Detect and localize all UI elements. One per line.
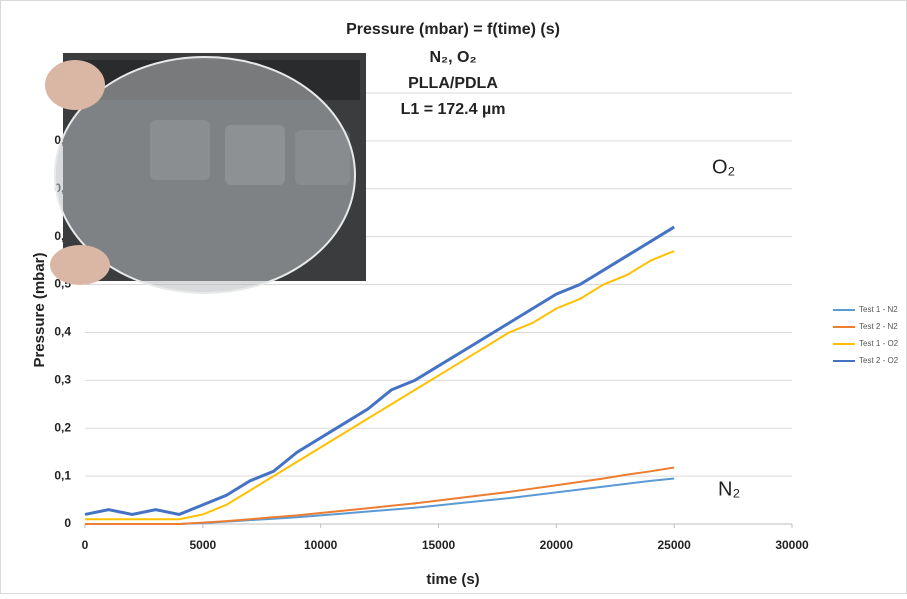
y-tick-label: 0,4 xyxy=(54,325,71,339)
x-tick-label: 0 xyxy=(82,538,89,552)
y-axis-label: Pressure (mbar) xyxy=(31,252,48,367)
y-tick-label: 0,1 xyxy=(54,468,71,482)
legend-label: Test 1 - N2 xyxy=(859,305,898,314)
series-line xyxy=(85,466,675,525)
title-line: Pressure (mbar) = f(time) (s) xyxy=(346,21,560,38)
x-tick-label: 30000 xyxy=(775,538,809,552)
photo-finger xyxy=(45,60,105,110)
photo-film xyxy=(54,56,356,294)
y-tick-label: 0,2 xyxy=(54,420,71,434)
y-tick-label: 0,3 xyxy=(54,373,71,387)
legend-label: Test 1 - O2 xyxy=(859,339,899,348)
series-line xyxy=(84,225,675,516)
x-tick-label: 20000 xyxy=(540,538,574,552)
legend-label: Test 2 - O2 xyxy=(859,356,899,365)
photo-finger xyxy=(50,245,110,285)
x-axis-label: time (s) xyxy=(426,571,479,588)
title-line: PLLA/PDLA xyxy=(408,75,498,92)
x-tick-label: 10000 xyxy=(304,538,338,552)
annotation: N₂ xyxy=(718,478,740,500)
legend-label: Test 2 - N2 xyxy=(859,322,898,331)
y-tick-label: 0 xyxy=(64,516,71,530)
series-line xyxy=(85,250,675,521)
annotation: O₂ xyxy=(712,156,735,178)
x-tick-label: 25000 xyxy=(657,538,691,552)
titles: Pressure (mbar) = f(time) (s) N₂, O₂ PLL… xyxy=(31,21,740,588)
x-tick-label: 5000 xyxy=(189,538,216,552)
photo-inset xyxy=(45,53,366,294)
title-line: N₂, O₂ xyxy=(429,49,476,66)
x-tick-label: 15000 xyxy=(422,538,456,552)
title-line: L1 = 172.4 µm xyxy=(401,101,506,118)
